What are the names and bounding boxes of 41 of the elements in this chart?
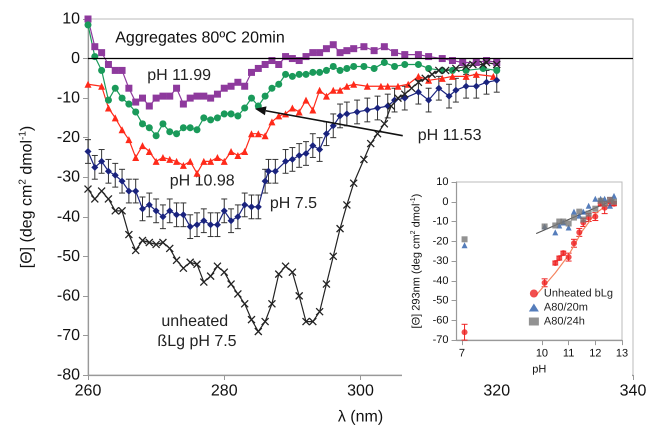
annotation: Aggregates 80ºC 20min [115,29,285,46]
x-tick-label: 13 [616,348,628,360]
y-tick-label: -40 [56,208,80,226]
y-tick-label: 10 [62,10,80,28]
y-tick-label: -30 [56,168,80,186]
y-tick-label: -50 [432,294,449,307]
y-tick-label: -50 [56,248,80,265]
x-tick-label: 12 [589,348,602,360]
y-tick-label: 0 [71,50,80,68]
legend-label: A80/24h [544,316,585,328]
series-label: pH 11.99 [147,67,212,84]
legend-label: A80/20m [544,302,588,314]
x-tick-label: 280 [210,382,238,400]
y-tick-label: -10 [432,216,449,228]
series-label: pH 10.98 [170,172,235,190]
y-tick-label: -60 [56,287,80,304]
x-tick-label: 10 [536,348,548,360]
y-tick-label: -80 [56,366,80,384]
y-axis-title: [Θ] (deg cm2 dmol-1) [18,126,36,268]
x-tick-label: 7 [458,348,465,360]
y-tick-label: 0 [442,196,449,208]
y-tick-label: -40 [432,274,449,287]
y-tick-label: -60 [432,314,449,326]
y-tick-label: -70 [56,326,80,344]
y-tick-label: -20 [432,235,449,248]
legend-label: Unheated bLg [544,288,614,300]
x-tick-label: 11 [562,348,574,360]
y-tick-label: -30 [432,255,449,268]
x-axis-title: λ (nm) [338,408,384,426]
series-label: pH 7.5 [270,195,318,212]
x-axis-title: pH [532,364,546,376]
y-tick-label: -70 [432,334,449,346]
y-tick-label: 10 [436,176,449,188]
x-tick-label: 300 [347,382,374,400]
series-label: unheated ßLg pH 7.5 [157,312,237,350]
text: pH 11.53 [418,127,482,144]
x-tick-label: 320 [483,382,510,400]
y-tick-label: -20 [56,129,80,146]
y-tick-label: -10 [56,90,80,107]
x-tick-label: 340 [620,382,646,400]
x-tick-label: 260 [74,382,102,400]
